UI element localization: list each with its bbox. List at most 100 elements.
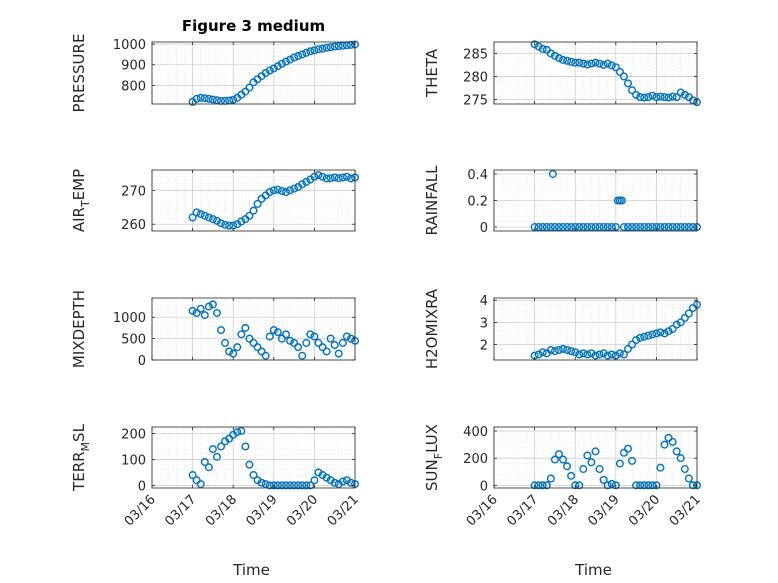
- y-axis-label-main: SUN: [423, 459, 441, 491]
- data-point: [534, 481, 543, 490]
- data-point: [676, 318, 685, 327]
- x-tick-label: 03/18: [545, 492, 582, 529]
- data-point: [623, 344, 632, 353]
- data-point: [636, 333, 645, 342]
- data-point: [595, 59, 604, 68]
- data-point: [656, 223, 665, 232]
- y-tick-label: 270: [121, 184, 146, 199]
- data-point: [306, 47, 315, 56]
- data-point: [571, 58, 580, 67]
- data-point: [338, 338, 347, 347]
- data-point: [334, 174, 343, 183]
- y-axis-label: PRESSURE: [70, 34, 88, 113]
- data-point: [623, 444, 632, 453]
- data-point: [302, 48, 311, 57]
- data-point: [579, 465, 588, 474]
- data-point: [672, 93, 681, 102]
- data-point: [192, 94, 201, 103]
- data-point: [640, 223, 649, 232]
- data-point: [204, 302, 213, 311]
- data-point: [619, 72, 628, 81]
- data-point: [579, 223, 588, 232]
- data-point: [591, 447, 600, 456]
- data-point: [652, 481, 661, 490]
- data-point: [281, 188, 290, 197]
- data-point: [257, 478, 266, 487]
- data-point: [314, 338, 323, 347]
- x-tick-label: 03/21: [667, 492, 704, 529]
- data-point: [290, 481, 299, 490]
- axes-box: [493, 297, 698, 361]
- data-point: [196, 480, 205, 489]
- data-point: [310, 476, 319, 485]
- data-point: [550, 347, 559, 356]
- y-axis-label-main: THETA: [423, 48, 441, 98]
- data-point: [603, 481, 612, 490]
- data-point: [656, 328, 665, 337]
- data-point: [253, 199, 262, 208]
- data-point: [640, 332, 649, 341]
- data-point: [221, 338, 230, 347]
- data-point: [217, 442, 226, 451]
- data-point: [603, 223, 612, 232]
- x-axis-label: Time: [232, 561, 270, 579]
- data-point: [563, 56, 572, 65]
- data-point: [680, 313, 689, 322]
- data-point: [619, 223, 628, 232]
- data-point: [684, 474, 693, 483]
- data-point: [623, 79, 632, 88]
- data-point: [607, 61, 616, 70]
- data-point: [277, 187, 286, 196]
- data-point: [225, 221, 234, 230]
- y-axis-label-main: PRESSURE: [70, 34, 88, 113]
- data-point: [615, 67, 624, 76]
- data-point: [237, 330, 246, 339]
- y-tick-label: 275: [463, 93, 488, 108]
- y-axis-label: TERRMSL: [70, 423, 92, 492]
- y-axis-label-main: TERR: [70, 451, 88, 492]
- data-point: [546, 223, 555, 232]
- data-point: [583, 451, 592, 460]
- data-point: [599, 475, 608, 484]
- data-point: [648, 91, 657, 100]
- data-point: [583, 60, 592, 69]
- data-point: [265, 332, 274, 341]
- data-point: [644, 223, 653, 232]
- data-point: [326, 334, 335, 343]
- data-point: [550, 455, 559, 464]
- data-point: [636, 481, 645, 490]
- axes-box: [151, 297, 356, 361]
- data-point: [204, 94, 213, 103]
- data-point: [249, 338, 258, 347]
- data-point: [575, 481, 584, 490]
- data-point: [241, 442, 250, 451]
- y-axis-label-subscript: F: [432, 453, 445, 459]
- data-point: [595, 350, 604, 359]
- data-point: [342, 172, 351, 181]
- data-point: [277, 481, 286, 490]
- x-tick-label: 03/18: [203, 492, 240, 529]
- data-point: [595, 465, 604, 474]
- plot-area: [152, 298, 355, 360]
- data-point: [245, 211, 254, 220]
- data-point: [192, 208, 201, 217]
- data-point: [346, 478, 355, 487]
- data-point: [660, 93, 669, 102]
- data-point: [656, 463, 665, 472]
- data-point: [664, 93, 673, 102]
- data-point: [273, 328, 282, 337]
- data-point: [298, 351, 307, 360]
- data-point: [617, 196, 626, 205]
- data-point: [550, 223, 559, 232]
- data-point: [632, 336, 641, 345]
- subplot-7: 0 100 200 03/16 03/17 03/18 03/19 03/20 03/21 Tim…: [70, 423, 362, 579]
- data-point: [672, 223, 681, 232]
- y-tick-label: 0.4: [467, 168, 488, 183]
- data-point: [286, 481, 295, 490]
- data-point: [648, 481, 657, 490]
- data-point: [571, 481, 580, 490]
- axes-box: [493, 41, 698, 105]
- data-point: [302, 481, 311, 490]
- data-point: [599, 60, 608, 69]
- y-tick-label: 260: [121, 218, 146, 233]
